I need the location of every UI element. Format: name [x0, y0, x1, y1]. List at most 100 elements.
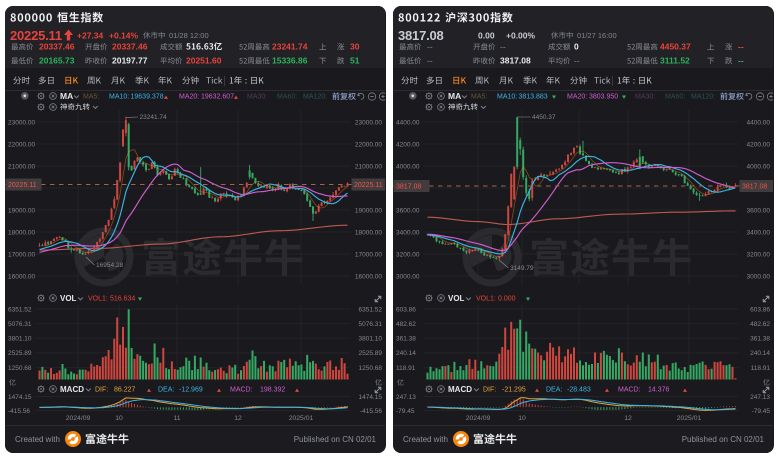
svg-text:DIF:: DIF:: [483, 387, 496, 394]
svg-text:12: 12: [234, 415, 242, 422]
svg-text:+27.34: +27.34: [77, 31, 104, 41]
svg-text:MA120:: MA120:: [303, 94, 327, 101]
svg-text:1474.15: 1474.15: [8, 394, 32, 401]
svg-text:MA30:: MA30:: [247, 94, 267, 101]
svg-text:--: --: [738, 56, 744, 66]
svg-text:20337.46: 20337.46: [112, 42, 148, 52]
svg-text:20225.11: 20225.11: [8, 182, 37, 189]
svg-text:MACD:: MACD:: [230, 387, 253, 394]
svg-text:4450.37: 4450.37: [660, 42, 691, 52]
svg-text:2025/01: 2025/01: [677, 415, 702, 422]
svg-text:20197.77: 20197.77: [112, 56, 148, 66]
svg-text:482.62: 482.62: [750, 321, 770, 328]
svg-text:2024/09: 2024/09: [66, 415, 91, 422]
svg-text:MA20:: MA20:: [567, 94, 587, 101]
svg-text:51: 51: [350, 56, 360, 66]
svg-text:2525.89: 2525.89: [8, 350, 32, 357]
svg-text:16954.28: 16954.28: [96, 262, 123, 269]
svg-text:14.376: 14.376: [648, 387, 670, 394]
svg-text:20337.46: 20337.46: [39, 42, 75, 52]
svg-text:3817.08: 3817.08: [398, 28, 444, 43]
svg-text:4000.00: 4000.00: [747, 163, 771, 170]
svg-text:22000.00: 22000.00: [355, 141, 382, 148]
svg-text:3000.00: 3000.00: [396, 273, 420, 280]
svg-text:--: --: [500, 42, 506, 52]
svg-text:3400.00: 3400.00: [747, 229, 771, 236]
svg-text:+0.00%: +0.00%: [506, 31, 536, 41]
svg-text:--: --: [427, 56, 433, 66]
svg-text:3817.08: 3817.08: [742, 184, 767, 191]
svg-text:4450.37: 4450.37: [532, 114, 556, 121]
svg-text:19632.607: 19632.607: [201, 94, 234, 101]
svg-text:1250.68: 1250.68: [359, 365, 383, 372]
svg-text:3813.883: 3813.883: [519, 94, 548, 101]
svg-text:-79.45: -79.45: [752, 408, 771, 415]
svg-text:516.634: 516.634: [110, 296, 135, 303]
svg-text:-415.56: -415.56: [8, 408, 30, 415]
svg-text:19639.378: 19639.378: [131, 94, 164, 101]
svg-text:17000.00: 17000.00: [8, 251, 35, 258]
svg-text:DEA:: DEA:: [158, 387, 174, 394]
svg-text:3817.08: 3817.08: [500, 56, 531, 66]
svg-text:Created with: Created with: [15, 435, 60, 444]
svg-text:482.62: 482.62: [396, 321, 416, 328]
svg-text:VOL1:: VOL1:: [476, 296, 496, 303]
svg-text:30: 30: [350, 42, 360, 52]
svg-text:3801.10: 3801.10: [359, 336, 383, 343]
svg-text:--: --: [574, 56, 580, 66]
svg-text:MA10:: MA10:: [109, 94, 129, 101]
svg-text:10: 10: [518, 415, 526, 422]
svg-text:118.91: 118.91: [751, 365, 771, 372]
svg-text:Published on CN 02/01: Published on CN 02/01: [294, 435, 377, 444]
svg-text:3000.00: 3000.00: [747, 273, 771, 280]
svg-text:4200.00: 4200.00: [396, 141, 420, 148]
svg-text:Published on CN 02/01: Published on CN 02/01: [682, 435, 765, 444]
svg-text:MACD:: MACD:: [618, 387, 641, 394]
svg-text:VOL1:: VOL1:: [88, 296, 108, 303]
svg-text:21000.00: 21000.00: [8, 163, 35, 170]
svg-text:3600.00: 3600.00: [747, 207, 771, 214]
svg-text:23241.74: 23241.74: [140, 114, 167, 121]
svg-text:18000.00: 18000.00: [8, 229, 35, 236]
svg-text:20251.60: 20251.60: [186, 56, 222, 66]
svg-text:10: 10: [115, 415, 123, 422]
svg-text:247.13: 247.13: [396, 394, 416, 401]
svg-text:MA5:: MA5:: [83, 94, 99, 101]
svg-text:MA5:: MA5:: [471, 94, 487, 101]
svg-text:18000.00: 18000.00: [355, 229, 382, 236]
svg-text:23241.74: 23241.74: [272, 42, 308, 52]
svg-text:4200.00: 4200.00: [747, 141, 771, 148]
svg-text:2024/09: 2024/09: [466, 415, 491, 422]
svg-text:19000.00: 19000.00: [8, 207, 35, 214]
svg-text:118.91: 118.91: [396, 365, 416, 372]
svg-text:22000.00: 22000.00: [8, 141, 35, 148]
svg-text:23000.00: 23000.00: [355, 119, 382, 126]
svg-text:-79.45: -79.45: [396, 408, 415, 415]
svg-text:11: 11: [173, 415, 180, 422]
svg-text:3200.00: 3200.00: [747, 251, 771, 258]
svg-text:-28.483: -28.483: [567, 387, 591, 394]
svg-text:MA120:: MA120:: [691, 94, 715, 101]
svg-text:01/27 16:00: 01/27 16:00: [577, 31, 617, 40]
svg-text:3200.00: 3200.00: [396, 251, 420, 258]
svg-text:01/28 12:00: 01/28 12:00: [169, 31, 209, 40]
svg-text:0.00: 0.00: [478, 31, 495, 41]
svg-text:DEA:: DEA:: [546, 387, 562, 394]
svg-text:603.86: 603.86: [750, 306, 770, 313]
svg-text:16000.00: 16000.00: [8, 273, 35, 280]
svg-text:--: --: [427, 42, 433, 52]
svg-text:MA30:: MA30:: [635, 94, 655, 101]
svg-text:361.38: 361.38: [396, 336, 416, 343]
svg-text:15336.86: 15336.86: [272, 56, 308, 66]
svg-text:4400.00: 4400.00: [396, 119, 420, 126]
svg-text:4000.00: 4000.00: [396, 163, 420, 170]
svg-text:-415.56: -415.56: [360, 408, 382, 415]
svg-text:240.14: 240.14: [396, 350, 416, 357]
svg-text:12: 12: [624, 415, 632, 422]
svg-text:1474.15: 1474.15: [359, 394, 383, 401]
svg-text:5076.31: 5076.31: [8, 321, 32, 328]
svg-text:6351.52: 6351.52: [8, 306, 32, 313]
svg-text:198.392: 198.392: [260, 387, 285, 394]
svg-text:3149.79: 3149.79: [510, 265, 534, 272]
svg-text:MA60:: MA60:: [665, 94, 685, 101]
